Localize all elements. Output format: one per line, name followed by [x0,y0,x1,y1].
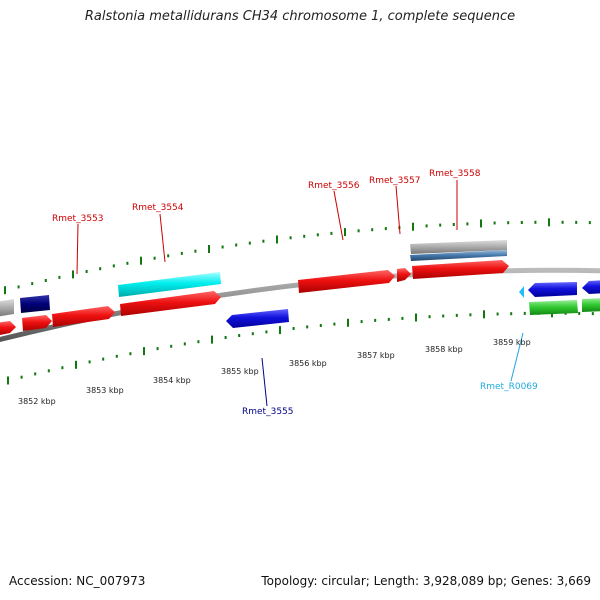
gene-red-3557[interactable] [397,268,411,282]
gene-grey-3558[interactable] [410,240,507,254]
gene-label-R0069[interactable]: Rmet_R0069 [480,382,538,392]
genome-stats-text: Topology: circular; Length: 3,928,089 bp… [261,574,591,588]
gene-grey-left[interactable] [0,299,14,317]
gene-label-3554[interactable]: Rmet_3554 [132,203,184,213]
gene-red-3554[interactable] [120,291,221,316]
label-leaders [76,180,524,407]
gene-red-left-b[interactable] [22,315,52,331]
gene-blue-right-b[interactable] [582,280,600,294]
gene-label-3555[interactable]: Rmet_3555 [242,407,294,417]
kbp-label-3859: 3859 kbp [493,338,531,347]
gene-blue-3555[interactable] [226,309,289,328]
gene-features [0,240,600,336]
gene-blue-right-a[interactable] [528,282,577,297]
gene-label-3556[interactable]: Rmet_3556 [308,181,360,191]
accession-text: Accession: NC_007973 [9,574,146,588]
gene-cyan-3554[interactable] [118,272,221,297]
kbp-label-3856: 3856 kbp [289,359,327,368]
gene-sky-R0069[interactable] [519,286,524,298]
gene-label-3557[interactable]: Rmet_3557 [369,176,421,186]
kbp-label-3853: 3853 kbp [86,386,124,395]
gene-label-3558[interactable]: Rmet_3558 [429,169,481,179]
page-title: Ralstonia metallidurans CH34 chromosome … [84,9,516,24]
kbp-label-3852: 3852 kbp [18,397,56,406]
kbp-label-3855: 3855 kbp [221,367,259,376]
kbp-label-3854: 3854 kbp [153,376,191,385]
gene-red-3558[interactable] [412,260,509,279]
gene-red-left-a[interactable] [0,321,16,336]
gene-red-3553[interactable] [52,306,115,327]
gene-navy-left[interactable] [20,295,50,313]
kbp-labels: 3852 kbp 3853 kbp 3854 kbp 3855 kbp 3856… [18,338,531,406]
gene-label-3553[interactable]: Rmet_3553 [52,214,104,224]
kbp-label-3857: 3857 kbp [357,351,395,360]
gene-steel-3558[interactable] [410,250,507,261]
gene-red-3556[interactable] [298,270,395,293]
tick-marks [4,218,594,385]
gene-labels: Rmet_3553 Rmet_3554 Rmet_3556 Rmet_3557 … [52,169,538,417]
gene-green-right-b[interactable] [582,298,600,312]
kbp-label-3858: 3858 kbp [425,345,463,354]
gene-green-right-a[interactable] [529,300,578,315]
